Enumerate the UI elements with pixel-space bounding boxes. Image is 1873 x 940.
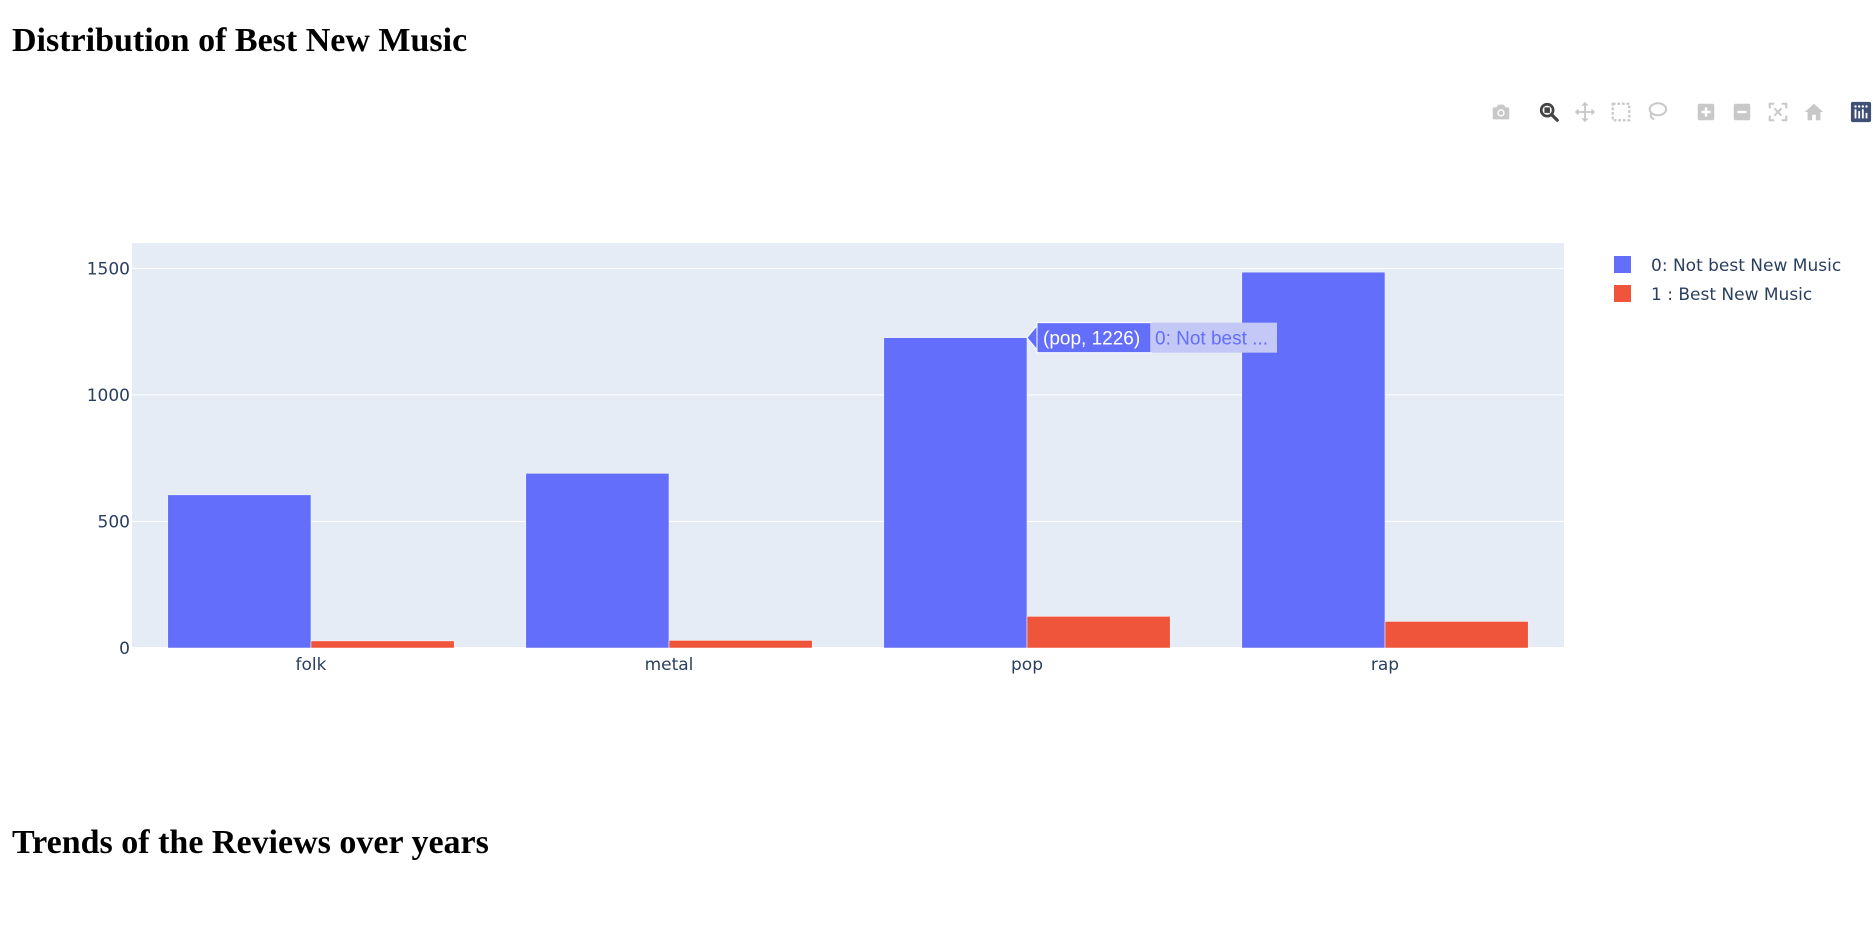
hover-tooltip: (pop, 1226) 0: Not best ... xyxy=(1026,322,1277,354)
x-tick-label: pop xyxy=(1011,655,1043,675)
legend-label[interactable]: 1 : Best New Music xyxy=(1651,285,1812,305)
legend-label[interactable]: 0: Not best New Music xyxy=(1651,256,1841,276)
legend-swatch[interactable] xyxy=(1614,256,1631,273)
bar-rap-series-1[interactable] xyxy=(1384,621,1529,649)
y-tick-label: 0 xyxy=(119,639,130,659)
hover-value-box xyxy=(1036,322,1152,354)
lasso-icon[interactable] xyxy=(1643,98,1671,126)
page-title: Distribution of Best New Music xyxy=(12,22,468,59)
legend-swatch[interactable] xyxy=(1614,285,1631,302)
hover-name-label: 0: Not best ... xyxy=(1155,329,1268,350)
autoscale-icon[interactable] xyxy=(1764,98,1792,126)
bar-folk-series-1[interactable] xyxy=(310,640,455,649)
plotly-logo-icon[interactable] xyxy=(1847,98,1873,126)
x-axis-ticks: folk metal pop rap xyxy=(296,655,1400,675)
zoom-out-icon[interactable] xyxy=(1728,98,1756,126)
y-tick-label: 500 xyxy=(98,512,130,532)
zoom-icon[interactable] xyxy=(1535,98,1563,126)
camera-icon[interactable] xyxy=(1487,98,1515,126)
hover-value-label: (pop, 1226) xyxy=(1043,329,1140,350)
home-icon[interactable] xyxy=(1800,98,1828,126)
x-tick-label: rap xyxy=(1371,655,1399,675)
y-tick-label: 1500 xyxy=(87,259,130,279)
hover-name-box xyxy=(1151,322,1277,353)
y-tick-label: 1000 xyxy=(87,386,130,406)
bar-metal-series-1[interactable] xyxy=(668,640,813,649)
bar-pop-series-0[interactable] xyxy=(883,337,1028,649)
bar-pop-series-1[interactable] xyxy=(1026,616,1171,649)
y-axis-ticks: 0 500 1000 1500 xyxy=(87,259,130,659)
section-title: Trends of the Reviews over years xyxy=(12,824,489,861)
x-tick-label: metal xyxy=(645,655,694,675)
pan-icon[interactable] xyxy=(1571,98,1599,126)
box-select-icon[interactable] xyxy=(1607,98,1635,126)
bar-folk-series-0[interactable] xyxy=(167,494,312,649)
x-tick-label: folk xyxy=(296,655,327,675)
bar-metal-series-0[interactable] xyxy=(525,473,670,649)
zoom-in-icon[interactable] xyxy=(1692,98,1720,126)
legend: 0: Not best New Music 1 : Best New Music xyxy=(1614,256,1841,305)
